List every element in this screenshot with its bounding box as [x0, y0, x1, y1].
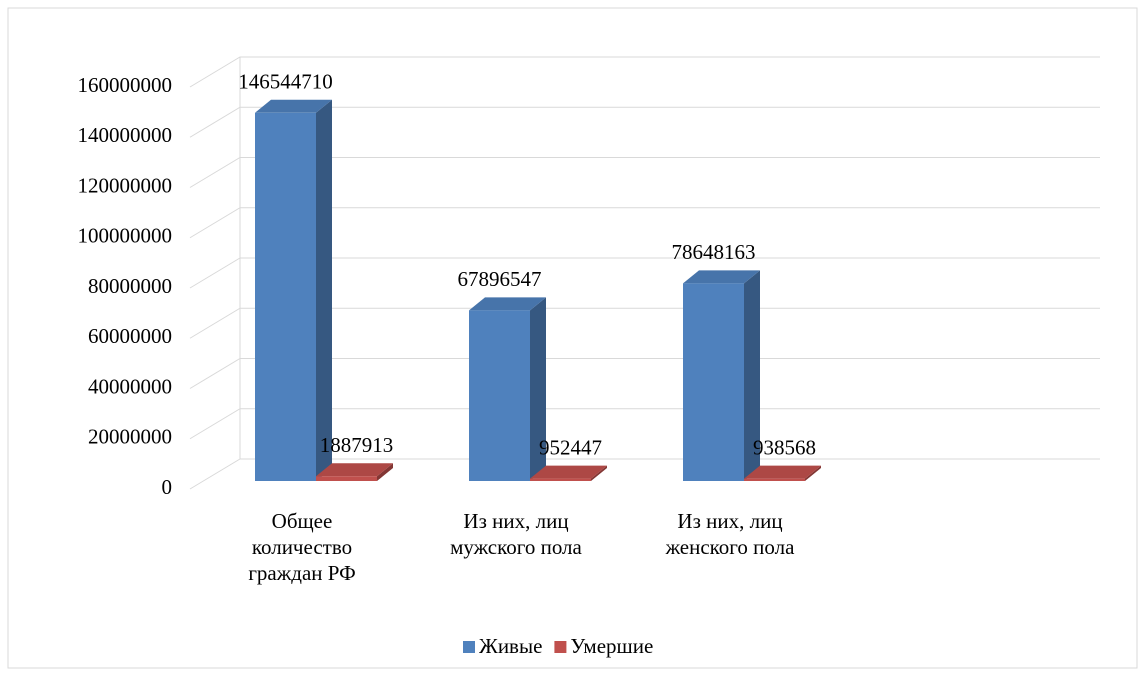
y-tick-label: 160000000 [78, 73, 173, 97]
bar-front [744, 478, 805, 481]
bar-top [683, 270, 760, 284]
data-label: 1887913 [320, 433, 394, 457]
x-label-box: Общее количество граждан РФ [248, 509, 356, 585]
legend-swatch [554, 641, 567, 653]
data-label: 67896547 [458, 267, 542, 291]
y-tick-label: 60000000 [88, 324, 172, 348]
bar [530, 465, 607, 481]
bar-top [469, 297, 546, 311]
bar-top [316, 463, 393, 477]
bar-front [530, 478, 591, 481]
bar-front [683, 283, 744, 481]
y-tick-label: 120000000 [78, 173, 173, 197]
bar [255, 99, 332, 481]
x-tick-label: Общее количество граждан РФ [248, 509, 356, 585]
bar-top [530, 465, 607, 479]
legend-label: Живые [479, 634, 542, 658]
chart-border [7, 7, 1138, 669]
bar [744, 465, 821, 481]
data-label: 938568 [753, 435, 816, 459]
bar-front [469, 310, 530, 481]
bar [469, 297, 546, 481]
bar-top [744, 465, 821, 479]
legend-swatch [463, 641, 475, 653]
data-label: 78648163 [672, 240, 756, 264]
x-tick-label: Из них, лиц мужского пола [450, 509, 582, 559]
data-label: 146544710 [238, 70, 333, 94]
legend: Живые Умершие [463, 634, 653, 658]
x-tick-label: Из них, лиц женского пола [665, 509, 795, 559]
bar-side [377, 463, 393, 481]
y-tick-label: 40000000 [88, 374, 172, 398]
data-label: 952447 [539, 435, 602, 459]
bar-side [805, 465, 821, 481]
bar-top [255, 99, 332, 113]
bar [683, 270, 760, 481]
x-label-box: Из них, лиц женского пола [665, 509, 795, 559]
y-tick-label: 100000000 [78, 224, 173, 248]
bar-front [255, 112, 316, 481]
y-tick-label: 140000000 [78, 123, 173, 147]
bar-side [530, 297, 546, 481]
bar-side [744, 270, 760, 481]
bar-front [316, 476, 377, 481]
y-tick-label: 20000000 [88, 425, 172, 449]
bar-side [316, 99, 332, 481]
legend-label: Умершие [570, 634, 653, 658]
y-tick-label: 0 [162, 475, 173, 499]
bar-side [591, 465, 607, 481]
x-label-box: Из них, лиц мужского пола [450, 509, 582, 559]
y-tick-label: 80000000 [88, 274, 172, 298]
bar [316, 463, 393, 481]
